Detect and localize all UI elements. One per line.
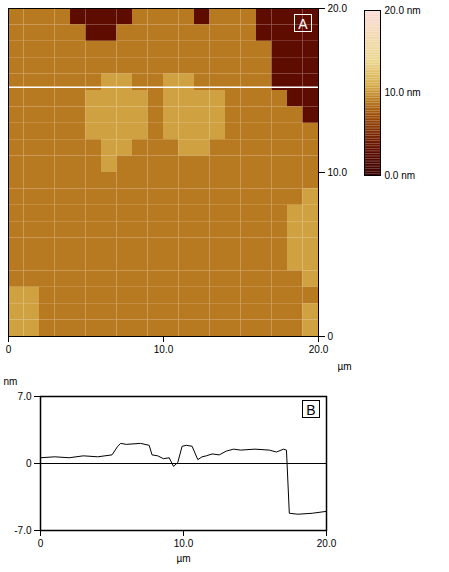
svg-text:nm: nm [4, 376, 18, 387]
html-text:B: B [306, 402, 316, 418]
svg-text:0: 0 [328, 331, 334, 342]
svg-text:µm: µm [176, 553, 190, 564]
svg-text:0: 0 [38, 538, 44, 549]
svg-text:µm: µm [337, 361, 351, 372]
html-text:A: A [298, 16, 308, 32]
svg-text:20.0: 20.0 [317, 538, 337, 549]
svg-text:20.0: 20.0 [328, 3, 348, 14]
svg-text:10.0: 10.0 [328, 167, 348, 178]
svg-text:10.0: 10.0 [154, 344, 174, 355]
svg-text:20.0 nm: 20.0 nm [385, 5, 421, 16]
svg-text:7.0: 7.0 [18, 391, 32, 402]
svg-text:0.0 nm: 0.0 nm [385, 170, 416, 181]
svg-text:10.0 nm: 10.0 nm [385, 87, 421, 98]
svg-text:-7.0: -7.0 [14, 525, 32, 536]
svg-text:0: 0 [6, 344, 12, 355]
svg-text:0: 0 [26, 458, 32, 469]
svg-text:10.0: 10.0 [174, 538, 194, 549]
svg-text:20.0: 20.0 [309, 344, 329, 355]
